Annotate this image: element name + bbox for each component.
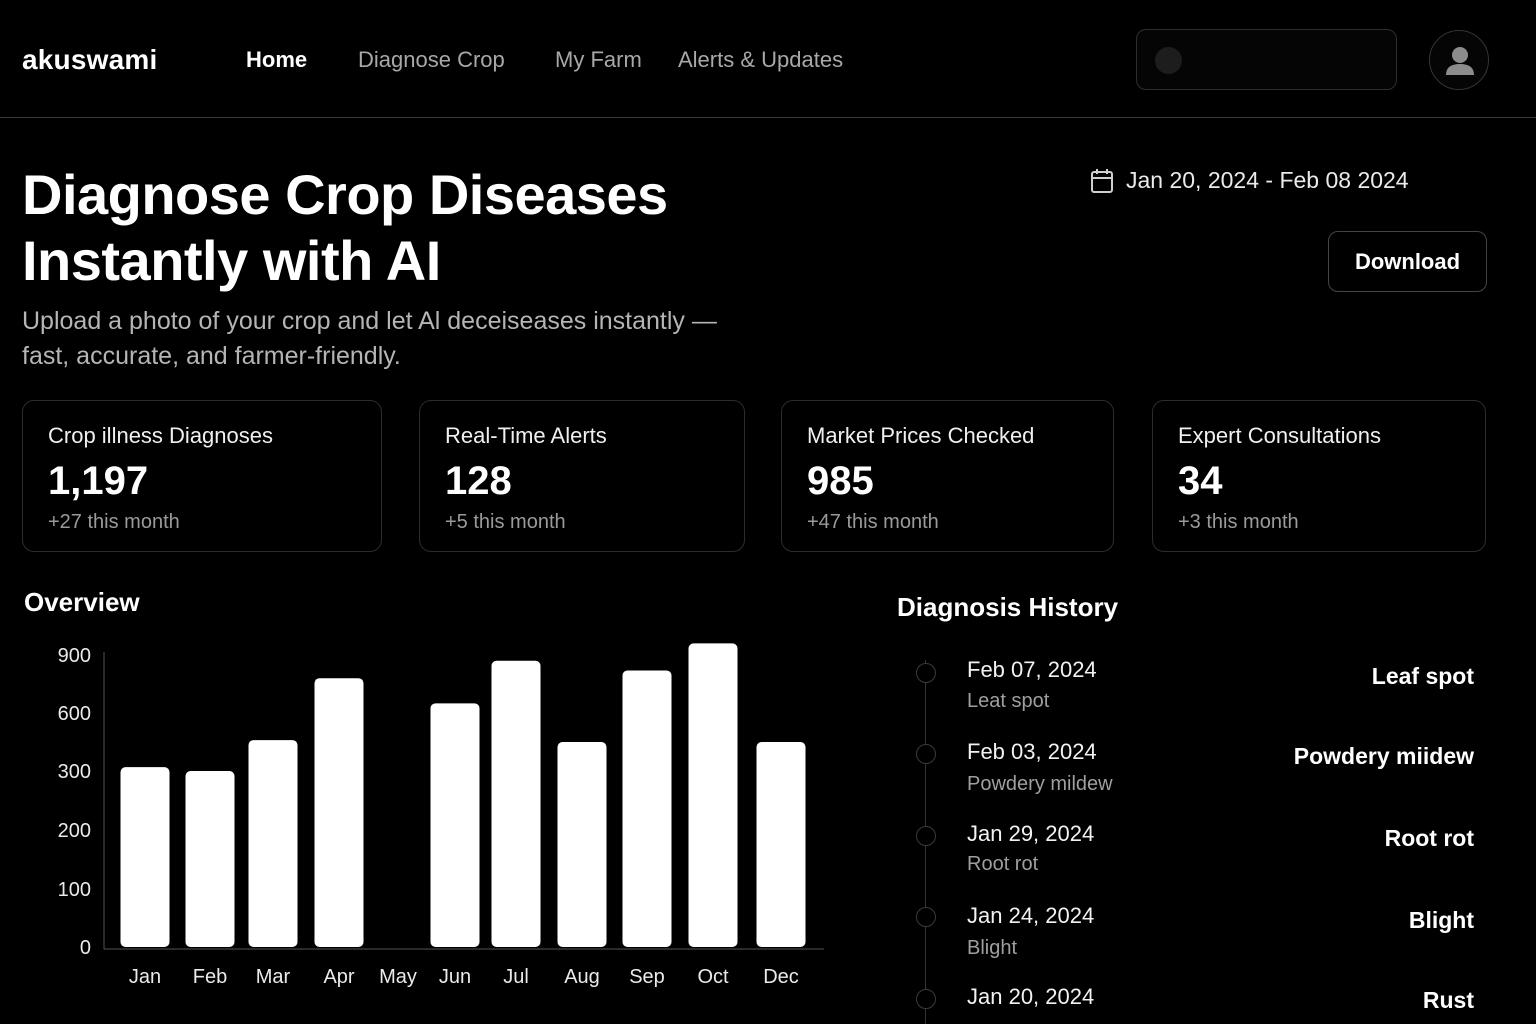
stat-value: 1,197 xyxy=(48,459,149,503)
user-avatar-icon xyxy=(1446,47,1474,75)
stat-delta: +5 this month xyxy=(445,511,566,533)
page-title: Diagnose Crop Diseases Instantly with AI xyxy=(22,162,782,294)
date-range-text: Jan 20, 2024 - Feb 08 2024 xyxy=(1126,167,1409,193)
page-subtitle-line-2: fast, accurate, and farmer-friendly. xyxy=(22,342,401,370)
chart-bar-jul xyxy=(491,660,541,947)
chart-y-tick-label: 300 xyxy=(58,761,91,783)
chart-bar-sep xyxy=(622,670,672,947)
chart-x-tick-label: Mar xyxy=(256,966,291,988)
chart-x-tick-label: Jul xyxy=(503,966,529,988)
page-title-line-2: Instantly with AI xyxy=(22,229,441,292)
search-icon xyxy=(1155,47,1182,74)
calendar-icon xyxy=(1091,168,1113,193)
download-button[interactable]: Download xyxy=(1328,231,1487,292)
chart-bar-oct xyxy=(688,643,738,947)
stat-label: Market Prices Checked xyxy=(807,423,1035,448)
timeline-node xyxy=(916,989,936,1009)
chart-x-tick-label: May xyxy=(379,966,417,988)
diagnosis-history-title: Diagnosis History xyxy=(897,592,1119,622)
chart-x-tick-label: Apr xyxy=(323,966,354,988)
history-subtitle: Blight xyxy=(967,937,1018,959)
timeline-node xyxy=(916,907,936,927)
history-subtitle: Leat spot xyxy=(967,690,1050,712)
page-subtitle: Upload a photo of your crop and let Al d… xyxy=(22,304,782,374)
nav-alerts-updates[interactable]: Alerts & Updates xyxy=(678,47,844,72)
nav-home[interactable]: Home xyxy=(246,47,308,72)
stat-card-real-time-alerts[interactable]: Real-Time Alerts 128 +5 this month xyxy=(419,400,745,552)
stat-value: 985 xyxy=(807,459,874,503)
chart-y-tick-label: 600 xyxy=(58,703,91,725)
chart-x-tick-label: Aug xyxy=(564,966,600,988)
stat-delta: +27 this month xyxy=(48,511,180,533)
page-subtitle-line-1: Upload a photo of your crop and let Al d… xyxy=(22,307,717,335)
chart-bar-jun xyxy=(430,703,480,947)
stat-card-market-prices[interactable]: Market Prices Checked 985 +47 this month xyxy=(781,400,1114,552)
timeline-node xyxy=(916,744,936,764)
page-title-line-1: Diagnose Crop Diseases xyxy=(22,163,668,226)
chart-x-tick-label: Feb xyxy=(193,966,227,988)
nav-diagnose-crop[interactable]: Diagnose Crop xyxy=(358,47,505,72)
chart-bar-jan xyxy=(120,767,170,947)
chart-y-tick-label: 0 xyxy=(80,937,91,959)
chart-bar-mar xyxy=(248,740,298,947)
search-input[interactable] xyxy=(1136,29,1397,90)
history-date: Feb 03, 2024 xyxy=(967,739,1097,764)
history-date: Jan 29, 2024 xyxy=(967,821,1095,846)
history-disease-tag: Root rot xyxy=(1384,825,1474,851)
chart-x-tick-label: Jan xyxy=(129,966,161,988)
nav-my-farm[interactable]: My Farm xyxy=(555,47,642,72)
history-subtitle: Root rot xyxy=(967,853,1039,875)
stat-label: Expert Consultations xyxy=(1178,423,1381,448)
overview-bar-chart: 0 100 200 300 600 900 Jan Feb Mar Apr May Jun Jul Aug… xyxy=(58,643,824,988)
stat-value: 34 xyxy=(1178,459,1223,503)
chart-x-tick-label: Sep xyxy=(629,966,665,988)
stat-label: Real-Time Alerts xyxy=(445,423,607,448)
overview-title: Overview xyxy=(24,587,140,617)
history-subtitle: Powdery mildew xyxy=(967,773,1113,795)
timeline-node xyxy=(916,826,936,846)
stat-label: Crop illness Diagnoses xyxy=(48,423,273,448)
chart-bar-apr xyxy=(314,678,364,947)
chart-x-tick-label: Dec xyxy=(763,966,799,988)
chart-y-tick-label: 200 xyxy=(58,820,91,842)
top-nav-bar: akuswami Home Diagnose Crop My Farm Aler… xyxy=(0,0,1536,118)
chart-y-tick-label: 900 xyxy=(58,645,91,667)
date-range-picker[interactable]: Jan 20, 2024 - Feb 08 2024 xyxy=(1090,167,1409,194)
history-date: Jan 20, 2024 xyxy=(967,984,1095,1009)
chart-bar-dec xyxy=(756,742,806,947)
history-date: Jan 24, 2024 xyxy=(967,903,1095,928)
stat-delta: +3 this month xyxy=(1178,511,1299,533)
stat-card-crop-diagnoses[interactable]: Crop illness Diagnoses 1,197 +27 this mo… xyxy=(22,400,382,552)
history-disease-tag: Blight xyxy=(1408,907,1474,933)
chart-y-tick-label: 100 xyxy=(58,879,91,901)
stat-delta: +47 this month xyxy=(807,511,939,533)
chart-bar-feb xyxy=(185,771,235,947)
stat-card-expert-consultations[interactable]: Expert Consultations 34 +3 this month xyxy=(1152,400,1486,552)
history-disease-tag: Leaf spot xyxy=(1371,663,1474,689)
chart-x-tick-label: Oct xyxy=(697,966,729,988)
brand-logo-text[interactable]: akuswami xyxy=(22,44,158,75)
history-date: Feb 07, 2024 xyxy=(967,657,1097,682)
user-avatar-button[interactable] xyxy=(1429,30,1489,90)
history-disease-tag: Rust xyxy=(1422,987,1474,1013)
history-disease-tag: Powdery miidew xyxy=(1293,743,1474,769)
chart-x-tick-label: Jun xyxy=(439,966,471,988)
chart-bar-aug xyxy=(557,742,607,947)
stat-value: 128 xyxy=(445,459,512,503)
timeline-node xyxy=(916,663,936,683)
